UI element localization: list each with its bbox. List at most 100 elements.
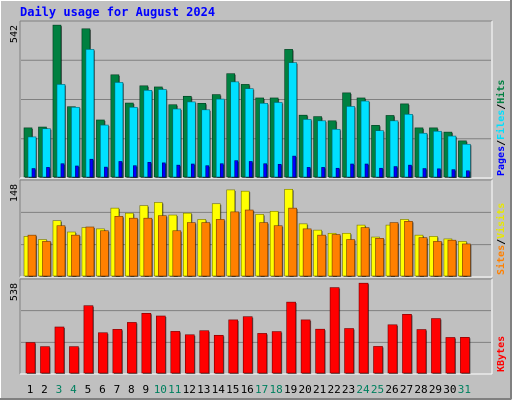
x-axis-day-label: 20 xyxy=(298,383,311,396)
bar-pages-day-22 xyxy=(335,167,340,178)
bar-pages-day-10 xyxy=(162,162,166,178)
x-axis-day-label: 28 xyxy=(414,383,427,396)
x-axis-day-label: 5 xyxy=(85,383,92,396)
bar-pages-day-18 xyxy=(277,163,282,178)
x-axis-day-label: 18 xyxy=(270,383,283,396)
bar-sites-day-2 xyxy=(42,241,51,277)
bar-sites-day-9 xyxy=(143,217,153,277)
x-axis-day-label: 6 xyxy=(99,383,106,396)
legend-entry: Sites xyxy=(495,245,507,275)
bar-sites-day-28 xyxy=(418,237,428,277)
bar-kbytes-day-20 xyxy=(300,319,311,374)
legend-entry: / xyxy=(496,140,507,146)
x-axis-day-label: 25 xyxy=(371,383,384,396)
bar-pages-day-25 xyxy=(379,167,383,178)
bar-sites-day-3 xyxy=(56,225,66,277)
bar-pages-day-13 xyxy=(205,165,210,178)
x-axis-day-label: 29 xyxy=(429,383,442,396)
x-axis-day-label: 13 xyxy=(197,383,210,396)
x-axis-day-label: 21 xyxy=(313,383,326,396)
panel-kbytes: 538 KBytes xyxy=(9,278,507,375)
bar-sites-day-21 xyxy=(317,234,326,277)
bar-sites-day-15 xyxy=(230,211,240,277)
bar-sites-day-14 xyxy=(215,219,225,277)
bar-pages-day-8 xyxy=(133,165,137,178)
bar-sites-day-31 xyxy=(462,243,471,277)
bar-pages-day-29 xyxy=(437,168,441,178)
x-axis-day-label: 4 xyxy=(70,383,77,396)
bar-kbytes-day-12 xyxy=(184,334,195,374)
bar-kbytes-day-31 xyxy=(460,337,470,374)
legend-entry: Files xyxy=(495,110,507,140)
x-axis-day-label: 19 xyxy=(284,383,297,396)
bar-pages-day-1 xyxy=(31,168,36,178)
bar-pages-day-26 xyxy=(393,166,398,178)
bar-kbytes-day-24 xyxy=(358,282,369,374)
bar-pages-day-5 xyxy=(89,158,94,178)
bar-sites-day-19 xyxy=(288,207,297,277)
legend-entry: Visits xyxy=(495,203,507,239)
bar-kbytes-day-2 xyxy=(40,346,50,374)
bar-sites-day-26 xyxy=(389,222,399,277)
bar-sites-day-17 xyxy=(259,222,268,277)
bar-sites-day-27 xyxy=(404,221,413,277)
bar-pages-day-17 xyxy=(263,163,267,178)
bar-files-day-5 xyxy=(85,49,95,178)
bar-pages-day-15 xyxy=(234,160,239,178)
bar-kbytes-day-10 xyxy=(156,315,166,374)
legend-entry: KBytes xyxy=(496,336,507,372)
y-axis-max-label: 538 xyxy=(9,283,20,301)
x-axis-day-label: 2 xyxy=(41,383,48,396)
bar-sites-day-12 xyxy=(186,222,196,277)
bar-kbytes-day-5 xyxy=(83,305,94,374)
legend-entry: / xyxy=(496,104,507,110)
bar-kbytes-day-1 xyxy=(25,342,36,374)
bar-sites-day-30 xyxy=(447,239,457,277)
bar-sites-day-22 xyxy=(331,234,341,277)
bar-kbytes-day-25 xyxy=(373,346,383,374)
bar-sites-day-13 xyxy=(201,222,211,277)
bar-kbytes-day-26 xyxy=(387,324,398,374)
bar-kbytes-day-23 xyxy=(344,328,354,374)
bar-pages-day-19 xyxy=(292,155,296,178)
bar-sites-day-10 xyxy=(158,215,167,277)
bar-kbytes-day-29 xyxy=(431,318,441,374)
bar-sites-day-8 xyxy=(129,217,138,277)
bar-pages-day-4 xyxy=(75,165,79,178)
bar-kbytes-day-17 xyxy=(257,333,267,374)
bar-pages-day-14 xyxy=(219,163,224,178)
x-axis-day-label: 24 xyxy=(356,383,370,396)
bar-kbytes-day-4 xyxy=(69,346,79,374)
bar-kbytes-day-8 xyxy=(127,322,137,374)
bar-pages-day-3 xyxy=(60,163,65,178)
bar-pages-day-2 xyxy=(46,167,50,178)
chart-panels: 542Pages/Files/Hits148Sites/Visits538KBy… xyxy=(9,20,507,375)
bar-sites-day-16 xyxy=(244,209,254,277)
legend-entry: / xyxy=(496,239,507,245)
bar-pages-day-24 xyxy=(364,163,369,178)
bar-sites-day-4 xyxy=(71,234,80,277)
bar-sites-day-25 xyxy=(375,237,384,277)
bar-pages-day-21 xyxy=(321,167,325,178)
bar-pages-day-9 xyxy=(147,162,152,178)
bar-kbytes-day-3 xyxy=(54,326,65,374)
x-axis-day-label: 9 xyxy=(143,383,150,396)
legend-visits-sites: Sites/Visits xyxy=(495,203,507,275)
bar-pages-day-31 xyxy=(466,170,470,178)
bar-sites-day-1 xyxy=(27,234,37,277)
x-axis-day-label: 14 xyxy=(212,383,226,396)
bar-sites-day-29 xyxy=(433,241,442,277)
x-axis-day-label: 3 xyxy=(56,383,63,396)
x-axis-day-label: 15 xyxy=(226,383,239,396)
bar-pages-day-11 xyxy=(176,164,181,178)
bar-sites-day-5 xyxy=(85,226,95,277)
x-axis-day-label: 17 xyxy=(255,383,268,396)
bar-kbytes-day-19 xyxy=(286,301,296,374)
bar-pages-day-6 xyxy=(104,166,108,178)
bar-sites-day-24 xyxy=(360,227,370,277)
bar-kbytes-day-11 xyxy=(170,331,181,374)
x-axis-day-label: 11 xyxy=(168,383,181,396)
bar-pages-day-7 xyxy=(118,161,123,178)
bar-pages-day-23 xyxy=(350,163,354,178)
